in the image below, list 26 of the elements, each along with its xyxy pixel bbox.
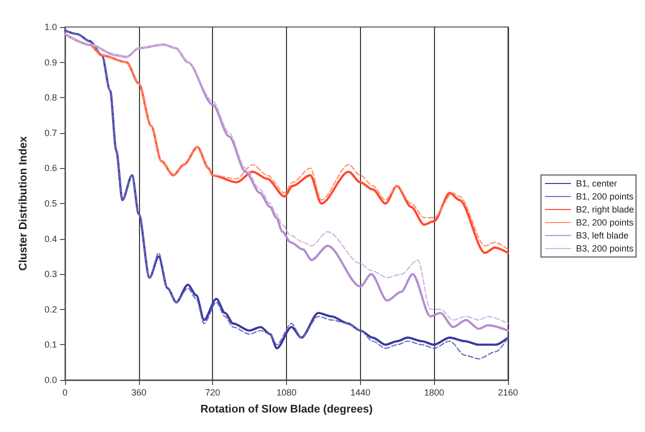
- y-tick-label: 0.1: [44, 340, 57, 350]
- legend-label: B2, right blade: [576, 204, 634, 214]
- x-tick-label: 1080: [276, 388, 297, 398]
- y-tick-label: 0.2: [44, 304, 57, 314]
- y-tick-label: 1.0: [44, 22, 57, 32]
- legend-label: B1, 200 points: [576, 192, 634, 202]
- y-tick-label: 0.3: [44, 269, 57, 280]
- x-tick-label: 0: [62, 388, 68, 398]
- legend-label: B3, 200 points: [576, 244, 634, 254]
- y-tick-label: 0.6: [44, 163, 57, 174]
- y-tick-label: 0.4: [44, 234, 57, 244]
- x-tick-label: 1800: [424, 388, 444, 398]
- x-tick-label: 2160: [498, 388, 518, 398]
- y-tick-label: 0.8: [44, 92, 57, 103]
- y-tick-label: 0.5: [44, 198, 57, 208]
- legend-label: B2, 200 points: [576, 218, 634, 228]
- y-tick-label: 0.9: [44, 57, 57, 68]
- y-axis-title: Cluster Distribution Index: [18, 135, 30, 271]
- y-tick-label: 0.0: [44, 375, 57, 385]
- x-axis-title: Rotation of Slow Blade (degrees): [200, 404, 374, 416]
- x-tick-label: 720: [205, 388, 220, 398]
- legend-label: B3, left blade: [576, 230, 629, 240]
- x-tick-label: 1440: [350, 388, 370, 398]
- legend-label: B1, center: [576, 178, 618, 188]
- y-tick-label: 0.7: [44, 128, 57, 138]
- x-tick-label: 360: [131, 388, 146, 398]
